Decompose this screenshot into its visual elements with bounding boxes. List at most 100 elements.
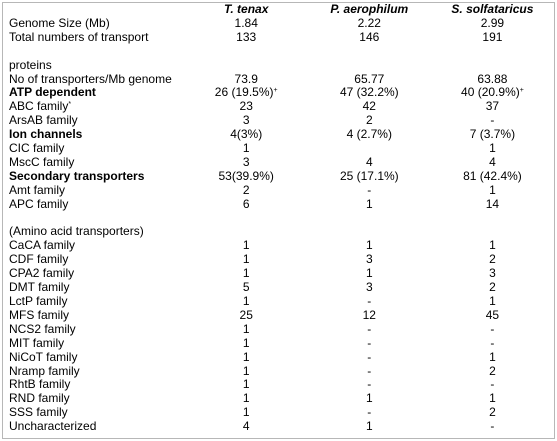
value-text: 25 (17.1%) (339, 168, 399, 183)
value-text: 26 (19.5%) (214, 85, 274, 100)
value-text: 23 (239, 99, 253, 114)
row-label-text: ArsAB family (9, 113, 78, 128)
value-cell: - (308, 183, 431, 198)
value-text: 1 (365, 391, 373, 406)
value-text: 47 (32.2%) (339, 85, 399, 100)
row-label-text: CIC family (9, 141, 65, 156)
value-cell: 1 (308, 419, 431, 434)
header-p-aerophilum: P. aerophilum (330, 2, 409, 16)
value-cell: - (308, 336, 431, 351)
value-cell: 1 (185, 252, 308, 267)
row-label: MFS family (3, 307, 185, 323)
value-cell: - (308, 405, 431, 420)
value-cell: 1 (185, 350, 308, 365)
value-cell: - (431, 419, 554, 434)
value-text: 3 (365, 252, 373, 267)
value-cell: - (308, 350, 431, 365)
table-row: Genome Size (Mb) 1.84 2.22 2.99 (3, 16, 554, 31)
value-cell: - (308, 363, 431, 379)
value-cell: 1 (185, 405, 308, 420)
value-text: 146 (359, 29, 380, 44)
value-text: 1 (365, 266, 373, 281)
row-label: CDF family (3, 252, 185, 267)
value-cell: 2 (308, 113, 431, 128)
row-label-text: MFS family (9, 307, 69, 322)
value-cell (431, 59, 554, 73)
row-label-text: NCS2 family (9, 321, 76, 336)
value-cell: - (431, 113, 554, 128)
table-row: APC family 6 1 14 (3, 197, 554, 212)
value-text: 4 (2.7%) (346, 127, 392, 142)
row-label-text: MIT family (9, 335, 65, 350)
value-text: - (367, 363, 372, 378)
value-cell: 1 (185, 141, 308, 156)
row-label: ArsAB family (3, 113, 185, 128)
table-row: RhtB family 1 - - (3, 377, 554, 392)
table-row: ArsAB family 3 2 - (3, 113, 554, 128)
table-row: proteins (3, 58, 554, 73)
row-label: Secondary transporters (3, 169, 185, 184)
value-text: 1 (242, 335, 250, 350)
row-label: SSS family (3, 405, 185, 420)
value-cell: - (431, 322, 554, 337)
table-row: Ion channels 4(3%) 4 (2.7%) 7 (3.7%) (3, 127, 554, 142)
value-text: 1 (242, 377, 250, 392)
row-label-text: No of transporters/Mb genome (9, 71, 172, 86)
value-cell: 63.88 (431, 72, 554, 87)
value-cell: 1 (431, 349, 554, 365)
value-text: 1 (489, 349, 496, 364)
table-row: DMT family 5 3 2 (3, 280, 554, 295)
spacer-cell (3, 45, 554, 59)
value-text: 5 (242, 280, 250, 295)
value-text: - (367, 321, 372, 336)
value-cell: 25 (185, 308, 308, 323)
row-label: Amt family (3, 183, 185, 198)
value-text: 3 (242, 154, 250, 169)
table-row: Secondary transporters 53(39.9%) 25 (17.1%… (3, 168, 554, 184)
value-text: 1 (242, 252, 250, 267)
value-cell: 1 (185, 238, 308, 253)
value-text: - (490, 377, 495, 392)
table-row: No of transporters/Mb genome 73.9 65.77 63.… (3, 71, 554, 87)
row-label-text: Uncharacterized (9, 419, 97, 434)
value-text: 133 (236, 29, 257, 44)
row-label: RhtB family (3, 377, 185, 392)
value-text: 1 (489, 182, 496, 197)
value-cell: 23 (185, 99, 308, 114)
table-row: MFS family 25 12 45 (3, 307, 554, 323)
value-text: 73.9 (234, 71, 258, 86)
table-row: CIC family 1 1 (3, 141, 554, 156)
value-text: 1 (242, 405, 250, 420)
value-cell: 25 (17.1%) (308, 168, 431, 184)
value-text: 1 (242, 391, 250, 406)
value-text: 81 (42.4%) (463, 168, 522, 183)
row-label-text: Ion channels (9, 127, 83, 142)
value-cell: 1 (185, 266, 308, 281)
value-text: - (367, 294, 372, 308)
row-label-text: SSS family (9, 405, 68, 420)
value-cell: 47 (32.2%) (308, 85, 431, 100)
row-label-text: Total numbers of transport (9, 29, 149, 44)
value-cell: 2 (431, 405, 554, 420)
value-cell: 65.77 (308, 72, 431, 87)
footnote-mark: + (273, 87, 278, 95)
value-cell: 26 (19.5%)+ (185, 85, 308, 100)
header-row: T. tenax P. aerophilum S. solfataricus (3, 3, 554, 17)
value-text: 191 (482, 29, 503, 44)
value-cell: - (308, 294, 431, 309)
row-label: MscC family (3, 155, 185, 170)
value-cell: 1 (431, 391, 554, 406)
value-cell: 2 (431, 252, 554, 267)
value-text: 4 (242, 419, 250, 434)
value-cell: 2 (185, 183, 308, 198)
value-cell: 1 (308, 197, 431, 212)
row-label: DMT family (3, 280, 185, 295)
value-cell (308, 59, 431, 73)
value-cell: 1 (431, 238, 554, 253)
value-cell: 1 (185, 377, 308, 392)
table-row: NiCoT family 1 - 1 (3, 349, 554, 365)
value-text: 45 (485, 307, 500, 322)
value-text: 1 (489, 391, 496, 406)
header-empty (3, 3, 185, 17)
